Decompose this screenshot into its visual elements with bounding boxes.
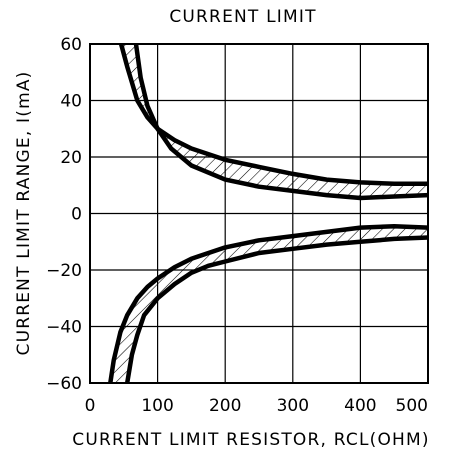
x-tick-label: 100: [141, 396, 173, 416]
hatched-band: [121, 44, 428, 198]
y-axis-label: CURRENT LIMIT RANGE, I(mA): [14, 71, 34, 356]
x-axis-label: CURRENT LIMIT RESISTOR, RCL(OHM): [72, 430, 429, 450]
x-tick-labels: 0 100 200 300 400 500: [85, 396, 428, 416]
x-tick-label: 0: [85, 396, 96, 416]
hatched-bands: [110, 44, 429, 383]
series-lines: [108, 43, 429, 384]
y-tick-label: 40: [60, 92, 82, 112]
y-tick-label: −20: [46, 261, 82, 281]
plot-frame: [89, 43, 429, 384]
x-tick-label: 200: [209, 396, 241, 416]
series-line: [133, 43, 429, 201]
y-tick-label: −60: [46, 374, 82, 394]
y-tick-labels: 60 40 20 0 −20 −40 −60: [46, 35, 82, 394]
y-tick-label: 0: [71, 205, 82, 225]
y-tick-label: −40: [46, 318, 82, 338]
y-tick-label: 20: [60, 148, 82, 168]
chart-title: CURRENT LIMIT: [169, 7, 316, 27]
series-line: [118, 43, 428, 187]
series-line: [124, 235, 429, 384]
x-tick-label: 400: [344, 396, 376, 416]
y-tick-label: 60: [60, 35, 82, 55]
x-tick-label: 500: [396, 396, 428, 416]
series-line: [108, 223, 429, 384]
x-tick-label: 300: [277, 396, 309, 416]
hatched-band: [110, 226, 429, 383]
